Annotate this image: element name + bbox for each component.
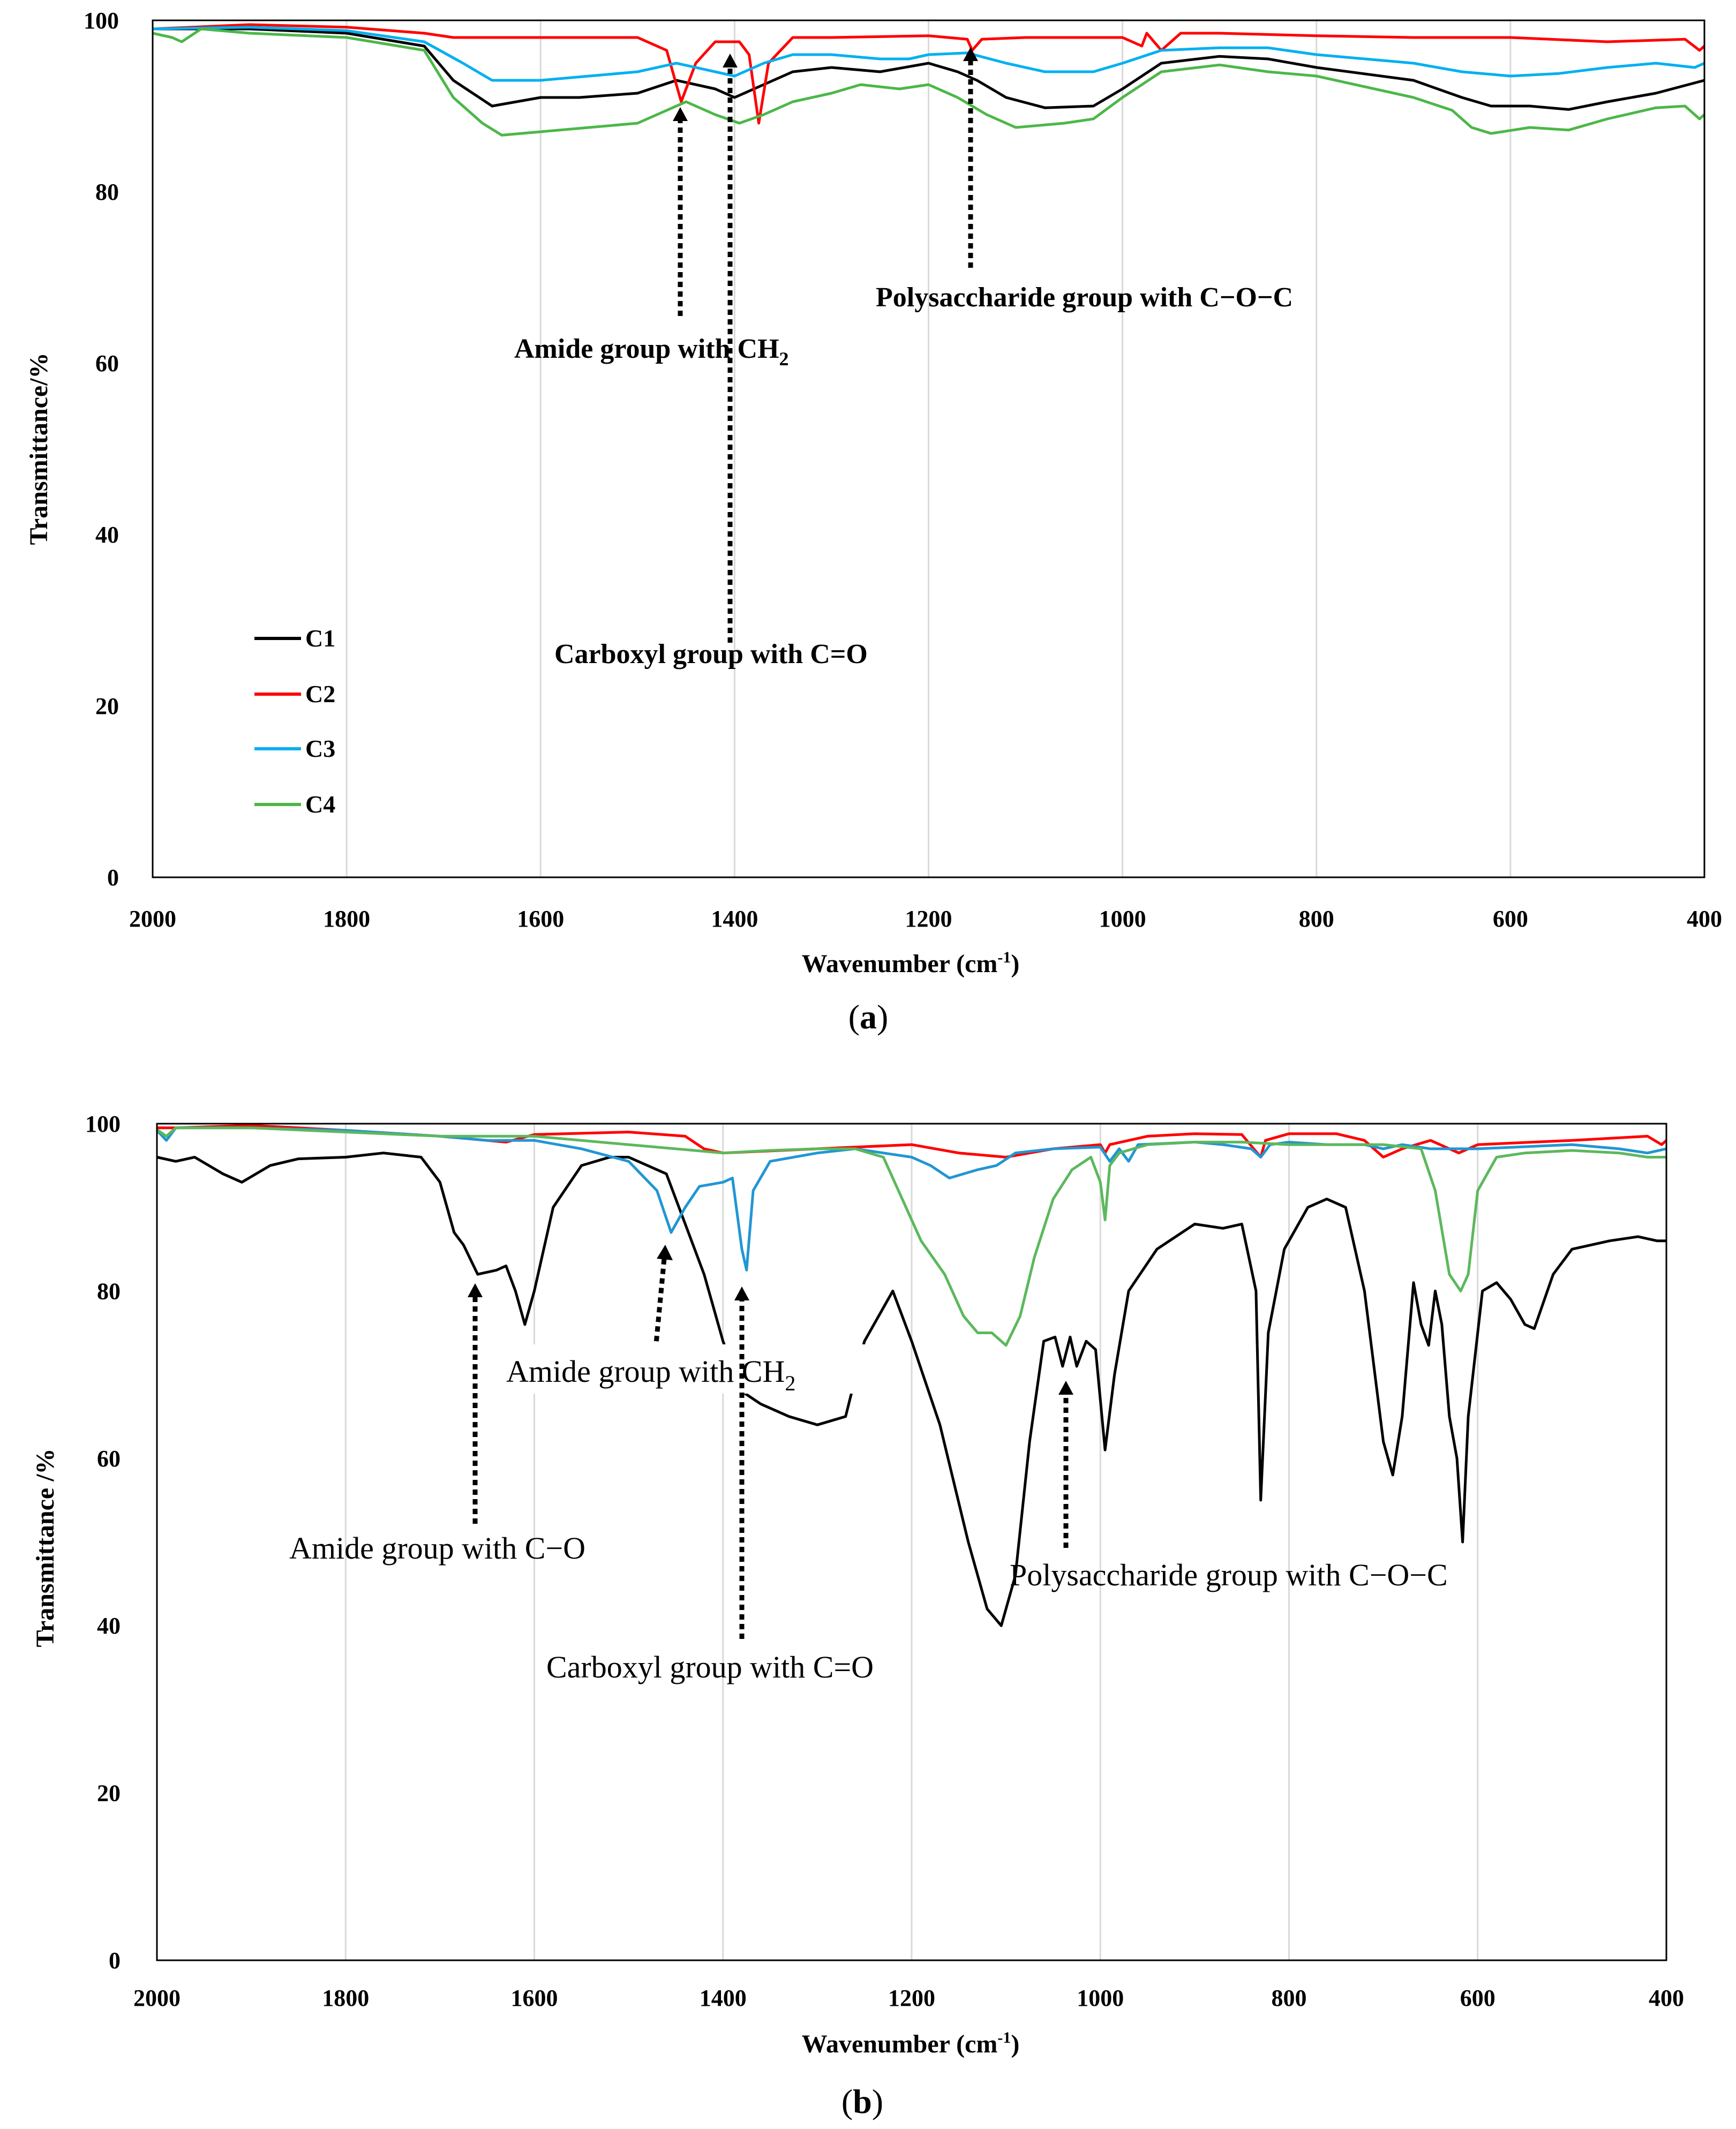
panel-a-caption: (a): [848, 998, 889, 1036]
x-tick-label: 1800: [322, 1985, 369, 2011]
panel-b-tick-labels: 2000 1800 1600 1400 1200 1000 800 600 400 0 20 40 60…: [85, 1111, 1684, 2011]
panel-a-annotation-amide-ch2: Amide group with CH2: [514, 107, 789, 370]
x-tick-label: 1200: [905, 906, 952, 932]
x-tick-label: 600: [1493, 906, 1528, 932]
y-tick-label: 60: [97, 1446, 121, 1472]
arrow-head-icon: [734, 1287, 749, 1300]
annotation-label: Polysaccharide group with C−O−C: [1010, 1558, 1448, 1592]
y-tick-label: 100: [84, 7, 119, 34]
y-tick-label: 0: [109, 1947, 121, 1974]
annotation-label: Amide group with CH2: [506, 1354, 795, 1395]
x-tick-label: 400: [1687, 906, 1722, 932]
panel-b-annotation-amide-ch2: Amide group with CH2: [501, 1245, 897, 1395]
legend-label: C3: [305, 735, 335, 762]
x-tick-label: 1600: [517, 906, 564, 932]
panel-b-x-axis-title: Wavenumber (cm-1): [802, 2029, 1020, 2058]
series-line-c3: [156, 1126, 1667, 1272]
legend-item-c1: C1: [254, 625, 335, 652]
panel-a-plot-frame: [152, 19, 1705, 878]
panel-b-series: [156, 1124, 1667, 1627]
y-tick-label: 20: [97, 1780, 121, 1807]
panel-b-annotation-amide-co: Amide group with C−O: [289, 1283, 585, 1566]
x-tick-label: 1000: [1099, 906, 1146, 932]
arrow-head-icon: [723, 54, 738, 67]
panel-a-tick-labels: 2000 1800 1600 1400 1200 1000 800 600 400 0 20 40 60…: [84, 7, 1722, 932]
arrow-head-icon: [1058, 1381, 1073, 1395]
legend-item-c2: C2: [254, 680, 335, 708]
series-line-c1: [156, 1152, 1666, 1627]
x-tick-label: 800: [1272, 1985, 1307, 2011]
panel-a-x-axis-title: Wavenumber (cm-1): [802, 949, 1020, 978]
y-tick-label: 40: [97, 1613, 121, 1639]
x-tick-label: 1600: [511, 1985, 558, 2011]
y-tick-label: 40: [95, 522, 119, 548]
panel-a-gridlines: [345, 20, 1512, 877]
y-tick-label: 60: [95, 350, 119, 377]
x-tick-label: 1400: [711, 906, 758, 932]
legend-label: C4: [305, 791, 335, 818]
series-line-c4: [156, 1126, 1666, 1347]
legend-item-c3: C3: [254, 735, 335, 762]
x-tick-label: 1200: [888, 1985, 935, 2011]
panel-b-caption: (b): [841, 2082, 883, 2120]
annotation-label: Carboxyl group with C=O: [546, 1650, 874, 1684]
series-line-c3: [152, 26, 1705, 82]
x-tick-label: 1800: [323, 906, 370, 932]
panel-a-annotation-polysaccharide: Polysaccharide group with C−O−C: [876, 47, 1293, 313]
panel-b-gridlines: [344, 1124, 1479, 1960]
panel-a-legend: C1 C2 C3 C4: [254, 625, 335, 818]
legend-label: C1: [305, 625, 335, 652]
annotation-label: Amide group with C−O: [289, 1531, 585, 1566]
arrow-head-icon: [468, 1283, 483, 1297]
panel-b-y-axis-title: Transmittance /%: [31, 1448, 59, 1647]
annotation-label: Amide group with CH2: [514, 334, 789, 370]
x-tick-label: 1400: [700, 1985, 747, 2011]
y-tick-label: 100: [85, 1111, 121, 1137]
x-tick-label: 800: [1299, 906, 1334, 932]
panel-a-y-axis-title: Transmittance/%: [25, 352, 53, 545]
arrow-head-icon: [673, 107, 688, 121]
series-line-c1: [153, 27, 1705, 111]
panel-a-annotation-carboxyl: Carboxyl group with C=O: [554, 54, 868, 669]
series-line-c4: [152, 27, 1705, 137]
panel-a-series: [152, 23, 1705, 137]
panel-b-plot-frame: [156, 1123, 1667, 1961]
x-tick-label: 2000: [129, 906, 176, 932]
legend-item-c4: C4: [254, 791, 335, 818]
x-tick-label: 1000: [1077, 1985, 1124, 2011]
y-tick-label: 80: [97, 1278, 121, 1304]
panel-b-annotation-polysaccharide: Polysaccharide group with C−O−C: [1010, 1381, 1448, 1592]
arrow-shaft: [652, 1258, 667, 1361]
arrow-head-icon: [963, 47, 978, 61]
arrow-head-icon: [657, 1245, 673, 1260]
y-tick-label: 20: [95, 693, 119, 719]
annotation-label: Carboxyl group with C=O: [554, 639, 868, 669]
x-tick-label: 2000: [133, 1985, 181, 2011]
panel-b-annotation-carboxyl: Carboxyl group with C=O: [546, 1287, 874, 1684]
panel-a-chart: 2000 1800 1600 1400 1200 1000 800 600 400 0 20 40 60…: [25, 7, 1722, 1036]
legend-label: C2: [305, 680, 335, 708]
annotation-backdrop: [501, 1344, 897, 1394]
series-line-c2: [152, 23, 1705, 125]
annotation-label: Polysaccharide group with C−O−C: [876, 282, 1293, 313]
y-tick-label: 0: [107, 864, 119, 891]
x-tick-label: 600: [1460, 1985, 1495, 2011]
panel-b-chart: 2000 1800 1600 1400 1200 1000 800 600 400 0 20 40 60…: [31, 1111, 1684, 2120]
x-tick-label: 400: [1649, 1985, 1684, 2011]
y-tick-label: 80: [95, 179, 119, 205]
